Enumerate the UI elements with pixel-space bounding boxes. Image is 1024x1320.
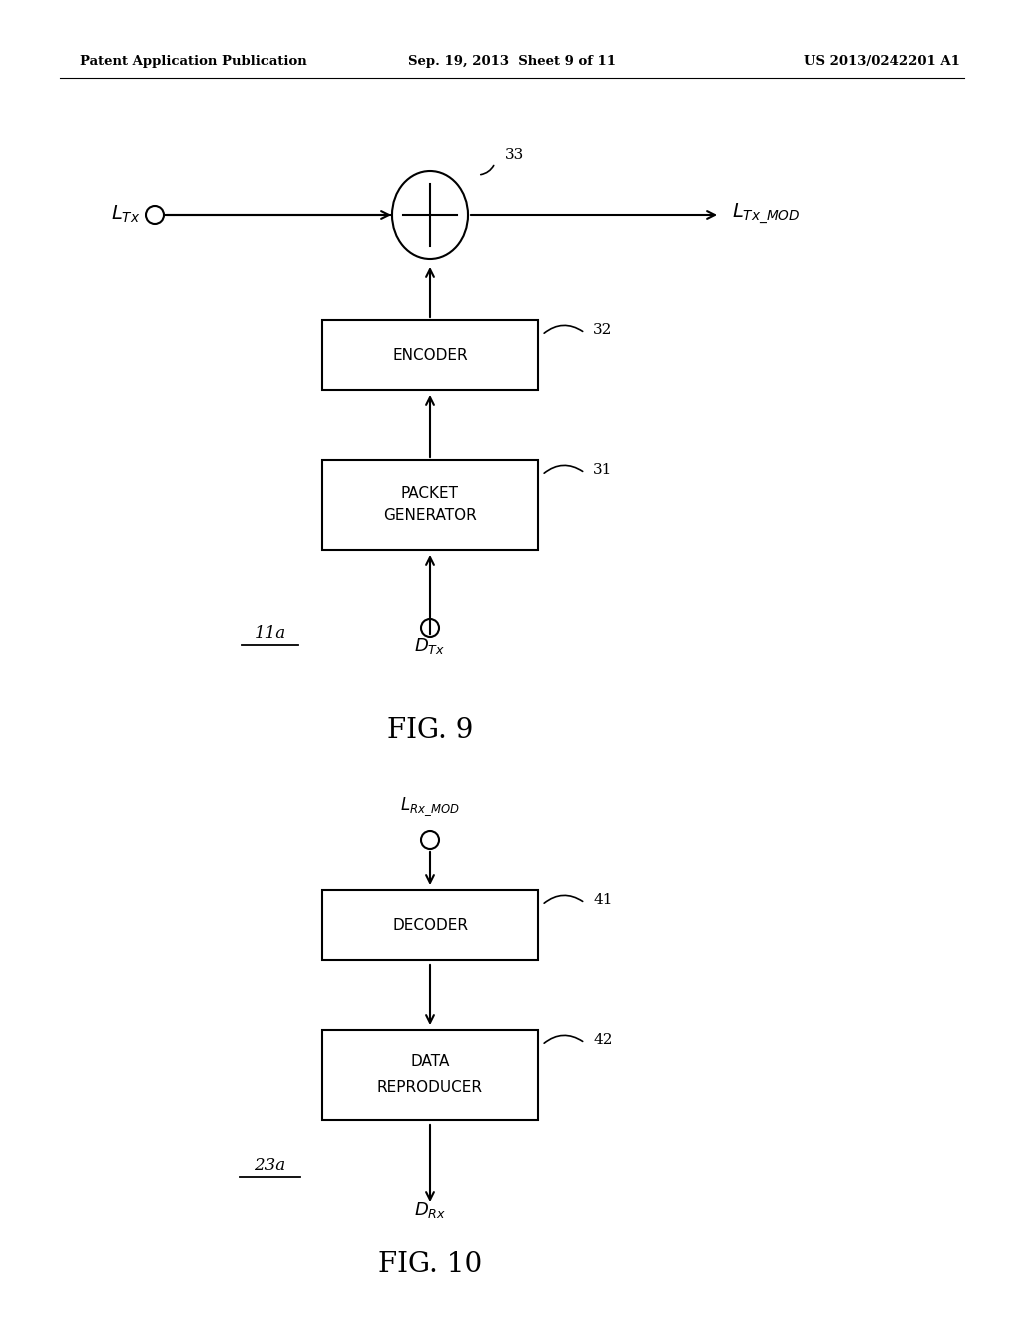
Text: $D_{Rx}$: $D_{Rx}$: [414, 1200, 446, 1220]
Text: REPRODUCER: REPRODUCER: [377, 1081, 483, 1096]
Text: PACKET: PACKET: [401, 487, 459, 502]
Text: US 2013/0242201 A1: US 2013/0242201 A1: [804, 55, 961, 69]
Text: DATA: DATA: [411, 1055, 450, 1069]
Bar: [322, 890, 538, 960]
Text: $L_{Tx\_MOD}$: $L_{Tx\_MOD}$: [732, 202, 801, 226]
Text: 23a: 23a: [254, 1156, 286, 1173]
Circle shape: [421, 619, 439, 638]
Text: 42: 42: [593, 1034, 612, 1047]
Text: $D_{Tx}$: $D_{Tx}$: [415, 636, 445, 656]
Text: $L_{Tx}$: $L_{Tx}$: [111, 203, 140, 224]
Text: 33: 33: [505, 148, 524, 162]
Bar: [322, 1030, 538, 1119]
Text: 41: 41: [593, 894, 612, 907]
Circle shape: [146, 206, 164, 224]
Text: Patent Application Publication: Patent Application Publication: [80, 55, 307, 69]
Text: DECODER: DECODER: [392, 917, 468, 932]
Text: FIG. 9: FIG. 9: [387, 717, 473, 743]
Circle shape: [421, 832, 439, 849]
Text: 31: 31: [593, 463, 612, 477]
Ellipse shape: [392, 172, 468, 259]
Text: FIG. 10: FIG. 10: [378, 1251, 482, 1279]
Text: GENERATOR: GENERATOR: [383, 508, 477, 524]
Bar: [322, 319, 538, 389]
Text: 11a: 11a: [254, 624, 286, 642]
Text: $L_{Rx\_MOD}$: $L_{Rx\_MOD}$: [400, 796, 460, 818]
Text: ENCODER: ENCODER: [392, 347, 468, 363]
Text: 32: 32: [593, 323, 612, 337]
Bar: [322, 459, 538, 550]
Text: Sep. 19, 2013  Sheet 9 of 11: Sep. 19, 2013 Sheet 9 of 11: [408, 55, 616, 69]
